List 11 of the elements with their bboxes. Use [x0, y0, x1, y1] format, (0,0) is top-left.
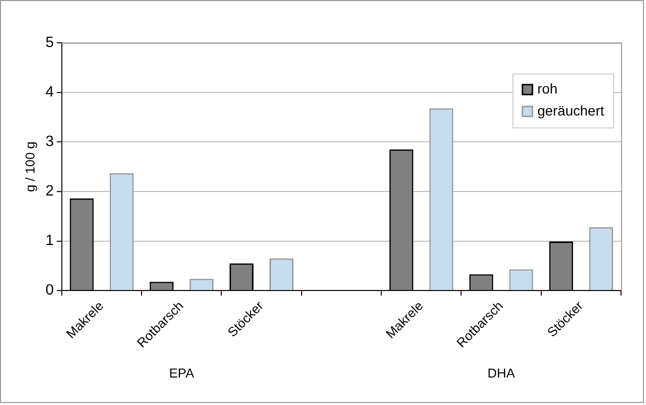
text: EPA	[169, 366, 194, 381]
legend-label: roh	[537, 80, 558, 96]
y-tick-label: 2	[45, 182, 54, 200]
legend-label: geräuchert	[537, 102, 604, 118]
y-tick-label: 3	[45, 133, 54, 150]
y-tick-label: 0	[45, 282, 54, 299]
y-tick-label: 1	[45, 232, 54, 250]
y-axis-title: g / 100 g	[22, 142, 38, 192]
y-tick-label: 5	[45, 34, 54, 51]
text: DHA	[488, 366, 516, 381]
y-tick-label: 4	[45, 83, 54, 100]
